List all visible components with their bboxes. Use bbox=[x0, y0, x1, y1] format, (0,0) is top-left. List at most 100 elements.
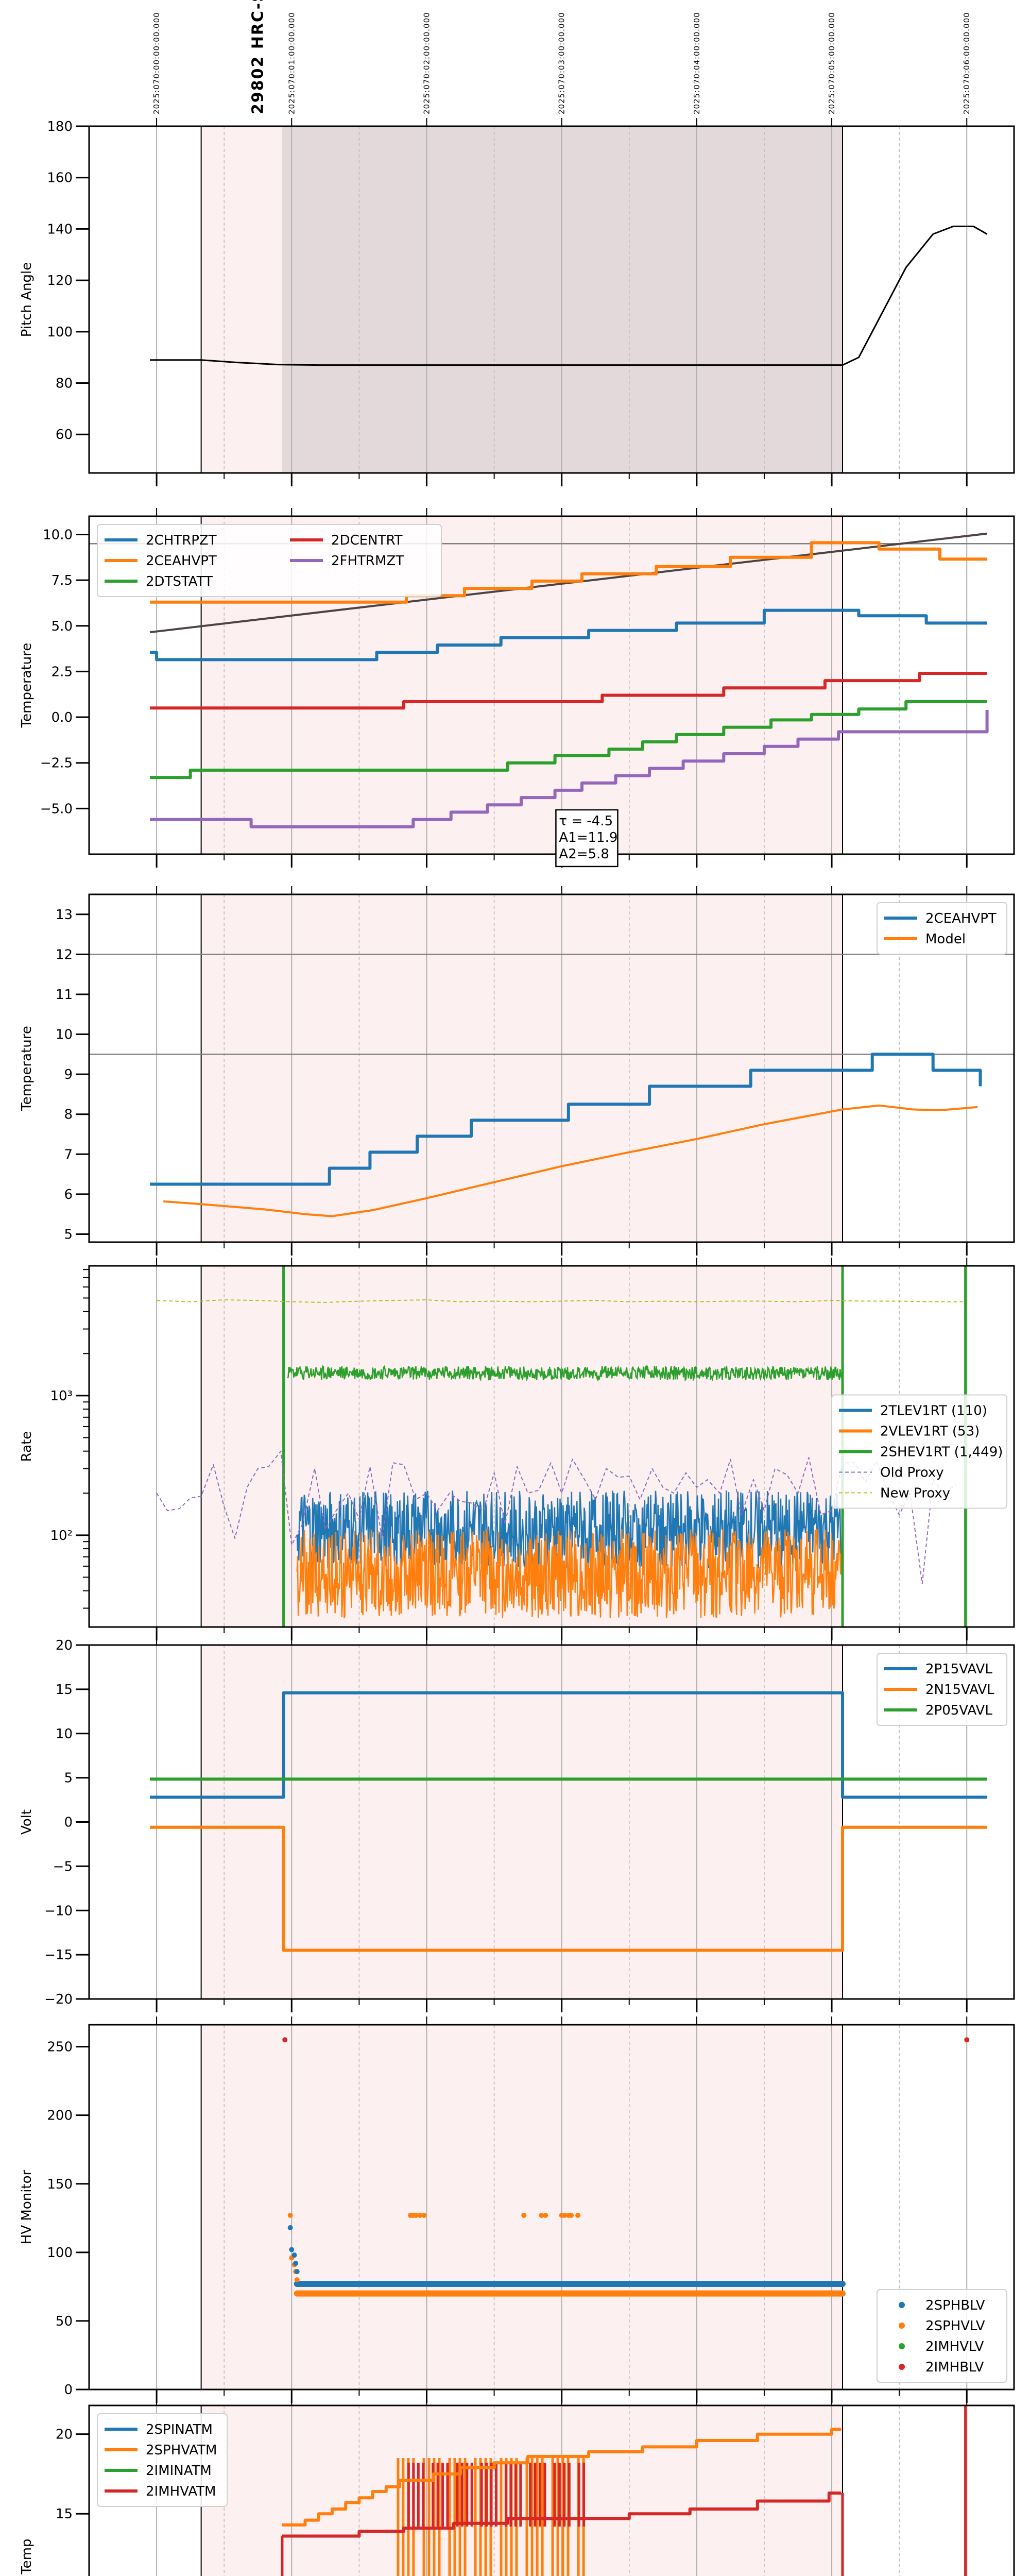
y-tick-label: 15 bbox=[56, 2506, 73, 2522]
series-Old Proxy bbox=[156, 1450, 956, 1584]
plot-area bbox=[150, 126, 988, 473]
y-tick-label: 0.0 bbox=[52, 710, 73, 725]
legend-label: 2IMINATM bbox=[146, 2463, 212, 2479]
point-2SPHBLV bbox=[287, 2225, 293, 2230]
plot-frame bbox=[88, 1265, 1015, 1628]
top-time-label: 2025:070:01:00:00.000 bbox=[287, 12, 296, 114]
legend: 2P15VAVL 2N15VAVL 2P05VAVL bbox=[877, 1653, 1007, 1726]
legend-label: 2SPHVLV bbox=[925, 2318, 985, 2334]
legend: 2CEAHVPT Model bbox=[877, 902, 1007, 955]
y-tick-label: 10 bbox=[56, 1027, 73, 1043]
y-tick-label: 15 bbox=[56, 1682, 73, 1698]
top-time-label: 2025:070:03:00:00.000 bbox=[557, 12, 566, 114]
legend-label: 2P15VAVL bbox=[925, 1662, 992, 1677]
top-time-label: 2025:070:06:00:00.000 bbox=[962, 12, 971, 114]
y-tick-label: 7 bbox=[64, 1147, 73, 1162]
fit-annotation-line: A1=11.9 bbox=[559, 830, 617, 845]
y-axis-label: Pitch Angle bbox=[19, 262, 35, 337]
series-2FHTRMZT bbox=[150, 709, 989, 828]
point-2SPHVLV bbox=[421, 2212, 427, 2218]
y-tick-label: −5 bbox=[53, 1859, 73, 1874]
plot-frame bbox=[88, 125, 1015, 474]
point-2SPHVLV bbox=[539, 2212, 544, 2218]
legend: 2SPINATM 2SPHVATM 2IMINATM 2IMHVATM bbox=[97, 2413, 228, 2507]
observation-shade bbox=[201, 2025, 843, 2389]
y-axis-label: Rate bbox=[19, 1431, 35, 1462]
panel-pitch: 60 80 100 120 140 160 180 Pitch Angle bbox=[19, 118, 1015, 486]
series-2SHEV1RT bbox=[287, 1364, 843, 1382]
point-2SPHVLV bbox=[569, 2212, 574, 2218]
legend-marker bbox=[899, 2302, 905, 2308]
legend-label: 2SPHBLV bbox=[925, 2298, 985, 2313]
legend-frame bbox=[97, 2413, 228, 2507]
legend-frame bbox=[877, 902, 1007, 955]
series-2N15VAVL bbox=[150, 1825, 987, 1952]
plot-area bbox=[149, 1645, 987, 1999]
y-tick-label: 10.0 bbox=[43, 527, 73, 543]
y-tick-label: 12 bbox=[56, 947, 73, 962]
y-tick-label: 5 bbox=[64, 1771, 73, 1786]
plot-area bbox=[156, 1266, 968, 1627]
y-tick-label: 50 bbox=[56, 2314, 73, 2329]
series-2CEAHVPT bbox=[150, 1053, 982, 1186]
legend-frame bbox=[831, 1394, 1007, 1509]
y-tick-label: 80 bbox=[56, 376, 73, 392]
legend-label: 2TLEV1RT (110) bbox=[880, 1403, 987, 1419]
panel-rates: 10² 10³ Rate 2TLEV1RT (110) 2VLEV1RT (53) 2SH… bbox=[19, 1258, 1015, 1640]
plot-frame bbox=[88, 515, 1015, 855]
series-fit bbox=[149, 532, 987, 634]
science-shade bbox=[282, 126, 843, 473]
series-2P15VAVL bbox=[150, 1691, 987, 1799]
point-2SPHBLV bbox=[293, 2261, 299, 2266]
plot-frame bbox=[88, 2404, 1015, 2576]
y-axis-label: HV Monitor bbox=[19, 2170, 35, 2244]
point-2IMHBLV bbox=[964, 2037, 970, 2043]
fit-annotation-line: τ = -4.5 bbox=[559, 814, 613, 829]
series-2CEAHVPT bbox=[150, 541, 987, 604]
y-tick-label: 20 bbox=[56, 1638, 73, 1653]
y-tick-label: 8 bbox=[64, 1107, 73, 1123]
observation-shade bbox=[201, 1645, 843, 1999]
y-tick-label: 0 bbox=[64, 1815, 73, 1831]
legend-label: 2CEAHVPT bbox=[925, 911, 997, 926]
y-tick-label: −15 bbox=[44, 1947, 73, 1963]
fit-annotation-line: A2=5.8 bbox=[559, 846, 609, 862]
series-Pitch bbox=[150, 225, 988, 366]
legend-marker bbox=[899, 2343, 905, 2349]
legend-label: 2DTSTATT bbox=[146, 574, 213, 589]
y-axis-label: Volt bbox=[19, 1809, 35, 1835]
panel-temps: −5.0 −2.5 0.0 2.5 5.0 7.5 10.0 Temperature τ = -… bbox=[19, 508, 1015, 868]
y-tick-label: 10² bbox=[50, 1528, 73, 1544]
legend-frame bbox=[97, 524, 442, 597]
plot-frame bbox=[88, 2024, 1015, 2391]
legend-label: New Proxy bbox=[880, 1486, 950, 1501]
legend-label: Old Proxy bbox=[880, 1465, 944, 1481]
y-tick-label: 5.0 bbox=[52, 619, 73, 634]
point-2SPHVLV bbox=[287, 2212, 293, 2218]
glitch-band bbox=[407, 2463, 586, 2527]
series-2IMHVATM bbox=[282, 2492, 842, 2538]
y-tick-label: 7.5 bbox=[52, 573, 73, 588]
legend-label: Model bbox=[925, 931, 966, 947]
series-New Proxy bbox=[157, 1299, 963, 1303]
point-2SPHVLV bbox=[543, 2212, 548, 2218]
y-tick-label: 250 bbox=[47, 2040, 73, 2055]
y-tick-label: 9 bbox=[64, 1067, 73, 1082]
point-2SPHVLV bbox=[417, 2212, 423, 2218]
y-tick-label: −10 bbox=[44, 1903, 73, 1919]
y-tick-label: 150 bbox=[47, 2177, 73, 2192]
legend-marker bbox=[899, 2364, 905, 2370]
legend-label: 2N15VAVL bbox=[925, 1682, 994, 1698]
plot-area bbox=[89, 894, 1014, 1242]
legend-label: 2IMHBLV bbox=[925, 2360, 984, 2375]
y-tick-label: −5.0 bbox=[40, 801, 73, 817]
series-2SPHVATM bbox=[282, 2428, 842, 2527]
observation-shade bbox=[201, 2405, 843, 2576]
y-tick-label: 10 bbox=[56, 1726, 73, 1742]
top-time-label: 2025:070:04:00:00.000 bbox=[692, 12, 701, 114]
top-time-axis: 2025:070:00:00:00.000 2025:070:01:00:00.0… bbox=[152, 12, 971, 114]
y-tick-label: 180 bbox=[47, 119, 73, 134]
legend-label: 2VLEV1RT (53) bbox=[880, 1424, 980, 1439]
y-tick-label: 140 bbox=[47, 222, 73, 237]
